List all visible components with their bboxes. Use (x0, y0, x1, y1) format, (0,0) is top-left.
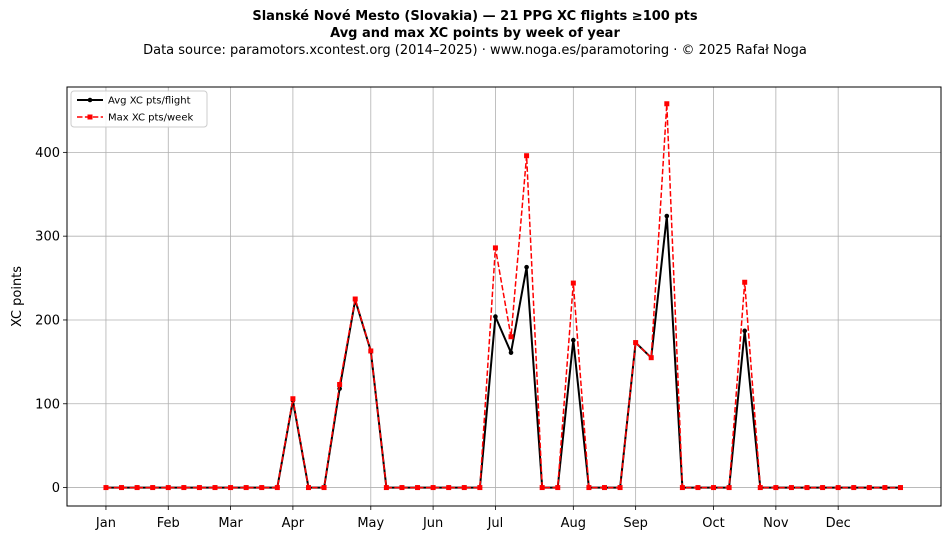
data-point-max (555, 485, 561, 491)
data-point-max (866, 485, 872, 491)
data-point-max (492, 245, 498, 251)
x-tick-label: Nov (763, 516, 789, 531)
data-point-max (274, 485, 280, 491)
data-point-max (757, 485, 763, 491)
data-point-max (181, 485, 187, 491)
data-point-max (726, 485, 732, 491)
data-point-max (897, 485, 903, 491)
data-point-max (524, 153, 530, 159)
data-point-max (196, 485, 202, 491)
data-point-max (601, 485, 607, 491)
data-point-max (368, 348, 374, 354)
chart-titles: Slanské Nové Mesto (Slovakia) — 21 PPG X… (0, 8, 950, 59)
data-point-max (352, 296, 358, 302)
data-point-max (773, 485, 779, 491)
data-point-max (446, 485, 452, 491)
data-point-max (399, 485, 405, 491)
data-point-max (150, 485, 156, 491)
series-line-max (105, 103, 901, 489)
data-point-max (695, 485, 701, 491)
data-point-max (835, 485, 841, 491)
data-point-avg (664, 213, 670, 219)
data-point-max (882, 485, 888, 491)
data-point-max (305, 485, 311, 491)
data-point-max (103, 485, 109, 491)
x-tick-label: Jun (422, 516, 443, 531)
y-tick-label: 100 (35, 397, 60, 412)
y-tick-label: 200 (35, 313, 60, 328)
data-point-max (165, 485, 171, 491)
data-point-max (430, 485, 436, 491)
x-tick-label: Mar (218, 516, 243, 531)
data-point-max (321, 485, 327, 491)
y-tick-label: 0 (52, 481, 60, 496)
data-point-max (851, 485, 857, 491)
series-lines (103, 101, 903, 491)
data-source-line: Data source: paramotors.xcontest.org (20… (143, 43, 807, 58)
x-tick-label: Jan (95, 516, 116, 531)
x-tick-label: Jul (487, 516, 504, 531)
data-point-max (243, 485, 249, 491)
x-tick-label: Sep (623, 516, 648, 531)
data-point-max (804, 485, 810, 491)
axis-ticks: 0 100 200 300 400 Jan Feb Mar Apr May Jun Jul Aug Sep… (35, 146, 851, 531)
x-tick-label: Feb (157, 516, 180, 531)
legend-label: Max XC pts/week (108, 113, 193, 124)
data-point-max (820, 485, 826, 491)
data-point-max (119, 485, 125, 491)
data-point-max (679, 485, 685, 491)
data-point-max (290, 396, 296, 402)
data-point-max (788, 485, 794, 491)
data-point-max (648, 355, 654, 361)
data-point-max (477, 485, 483, 491)
plot-frame (66, 86, 942, 507)
series-line-avg (105, 215, 901, 489)
data-point-max (742, 279, 748, 285)
data-point-max (711, 485, 717, 491)
y-tick-label: 400 (35, 146, 60, 161)
data-point-max (383, 485, 389, 491)
x-tick-label: Oct (702, 516, 724, 531)
chart-title: Slanské Nové Mesto (Slovakia) — 21 PPG X… (252, 9, 698, 24)
y-axis-label: XC points (10, 266, 25, 327)
data-point-max (228, 485, 234, 491)
data-point-avg (571, 337, 576, 343)
data-point-max (617, 485, 623, 491)
legend-label: Avg XC pts/flight (108, 96, 191, 107)
data-point-max (337, 381, 343, 387)
data-point-max (664, 101, 670, 107)
legend-marker (87, 97, 93, 103)
data-point-avg (508, 350, 514, 355)
x-tick-label: Aug (561, 516, 586, 531)
data-point-avg (493, 314, 498, 319)
data-point-avg (742, 328, 748, 334)
data-point-max (134, 485, 140, 491)
data-point-max (586, 485, 592, 491)
data-point-max (415, 485, 421, 491)
legend: Avg XC pts/flight Max XC pts/week (70, 90, 208, 128)
data-point-max (633, 340, 639, 346)
y-tick-label: 300 (35, 230, 60, 245)
x-tick-label: Dec (826, 516, 851, 531)
data-point-max (461, 485, 467, 491)
data-point-max (570, 280, 576, 286)
data-point-max (508, 334, 514, 340)
x-tick-label: May (357, 516, 384, 531)
data-point-max (259, 485, 265, 491)
legend-box (70, 90, 208, 128)
data-point-avg (524, 264, 529, 270)
data-point-max (539, 485, 545, 491)
legend-marker (87, 114, 93, 120)
data-point-max (212, 485, 218, 491)
chart-subtitle: Avg and max XC points by week of year (330, 26, 620, 41)
x-tick-label: Apr (282, 516, 305, 531)
